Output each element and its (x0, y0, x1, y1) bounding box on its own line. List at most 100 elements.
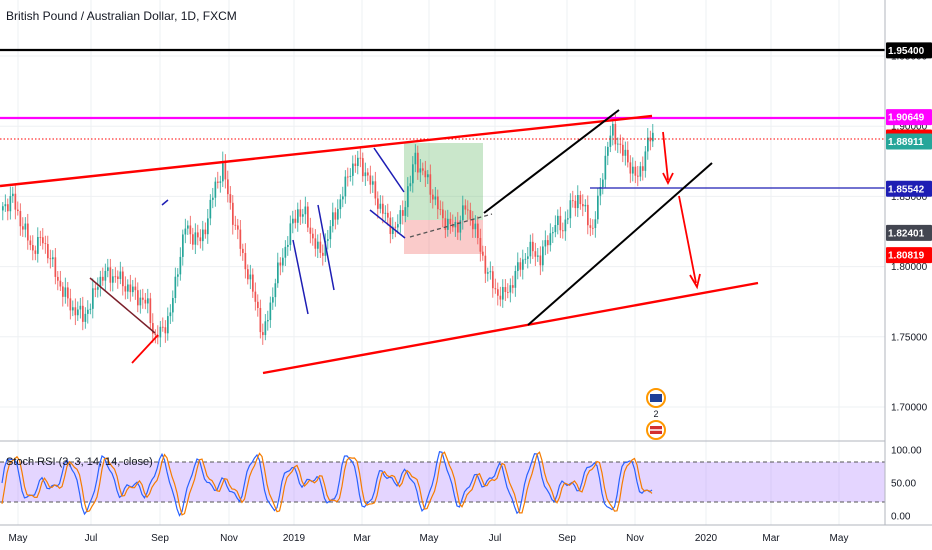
candle (557, 209, 559, 235)
price-tag-1.85542[interactable]: 1.85542 (886, 180, 932, 197)
candle (92, 278, 94, 319)
candle (269, 296, 272, 328)
candle (507, 283, 509, 299)
candle (129, 274, 132, 302)
candle (112, 268, 114, 292)
candle (232, 195, 234, 235)
candle (602, 173, 604, 195)
down-arrow-2[interactable] (678, 195, 701, 290)
price-tick-label: 1.90000 (891, 122, 928, 133)
candle (367, 168, 369, 182)
candle (537, 248, 539, 262)
candle (579, 190, 582, 210)
candle (504, 279, 507, 302)
economic-event-au-icon[interactable] (646, 388, 666, 408)
price-tag-1.95400[interactable]: 1.95400 (886, 42, 932, 59)
price-tag-1.80819[interactable]: 1.80819 (886, 247, 932, 264)
candle (544, 230, 547, 256)
candle (562, 222, 564, 239)
candle (492, 265, 494, 298)
time-tick-label: 2019 (283, 533, 306, 544)
candle (97, 277, 99, 298)
candle (644, 146, 647, 178)
candle (329, 220, 332, 248)
candle (362, 152, 364, 182)
blue-trend-segment-2[interactable] (369, 209, 406, 239)
price-tag-1.88911[interactable]: 1.88911 (886, 133, 932, 150)
candle (472, 211, 474, 238)
candle (592, 219, 594, 235)
candle (597, 188, 599, 224)
candle (527, 247, 529, 269)
time-tick-label: Nov (626, 533, 644, 544)
blue-trend-segment-5[interactable] (161, 199, 169, 206)
candle (569, 193, 572, 228)
candle (214, 177, 217, 207)
candle (572, 190, 574, 208)
candle (462, 195, 464, 230)
upper-channel-line[interactable] (0, 114, 653, 188)
candle (64, 277, 67, 304)
candle (627, 141, 629, 168)
candle (477, 216, 479, 245)
svg-text:1.88911: 1.88911 (888, 137, 924, 148)
candle (234, 215, 237, 230)
candle (534, 242, 537, 267)
candle (469, 202, 472, 226)
lower-channel-line[interactable] (262, 281, 759, 375)
economic-event-gb-icon[interactable] (646, 420, 666, 440)
candle (639, 161, 642, 182)
long-position-loss-zone[interactable] (404, 220, 483, 254)
candle (377, 191, 379, 219)
candle (429, 164, 432, 204)
candle (147, 288, 149, 314)
candle (529, 234, 532, 264)
candle (239, 220, 242, 257)
candle (197, 224, 199, 246)
candle (532, 233, 534, 260)
candle (322, 244, 324, 266)
candle (384, 205, 387, 222)
candle (502, 279, 504, 308)
candle (499, 286, 502, 307)
rising-wedge-lower[interactable] (527, 162, 713, 326)
candle (649, 130, 652, 151)
candle (582, 194, 584, 217)
blue-trend-segment-4[interactable] (317, 204, 335, 291)
candle (27, 213, 29, 250)
candle (622, 137, 624, 163)
red-rise-line[interactable] (131, 334, 159, 364)
blue-trend-segment-3[interactable] (292, 239, 309, 315)
candle (449, 212, 452, 234)
blue-trend-segment-1[interactable] (373, 147, 405, 193)
candle (222, 151, 224, 188)
price-tag-1.82401[interactable]: 1.82401 (886, 224, 932, 241)
rising-wedge-upper[interactable] (483, 109, 620, 214)
candle (37, 227, 39, 263)
candles (2, 114, 654, 348)
rsi-k-line (1, 450, 653, 517)
candle (194, 223, 197, 255)
down-arrow-1[interactable] (662, 131, 674, 186)
candle (484, 245, 487, 284)
candle (444, 210, 447, 239)
time-tick-label: Jul (85, 533, 98, 544)
price-tick-label: 1.80000 (891, 262, 928, 273)
price-tag-1.90649[interactable]: 1.90649 (886, 109, 932, 126)
time-tick-label: 2020 (695, 533, 718, 544)
candle (584, 199, 587, 212)
candle (22, 217, 24, 237)
candle (252, 268, 254, 298)
candle (604, 146, 607, 188)
candle (12, 186, 14, 203)
candle (547, 235, 549, 254)
candle (314, 229, 317, 257)
time-axis-ticks[interactable]: May Jul Sep Nov 2019 Mar May Jul Sep Nov 2020 Mar Ma… (9, 533, 849, 544)
dark-trend-line[interactable] (89, 277, 156, 334)
candle (434, 187, 437, 206)
candle (74, 298, 77, 326)
candle (72, 300, 74, 317)
candle (34, 245, 37, 261)
time-tick-label: Mar (762, 533, 780, 544)
